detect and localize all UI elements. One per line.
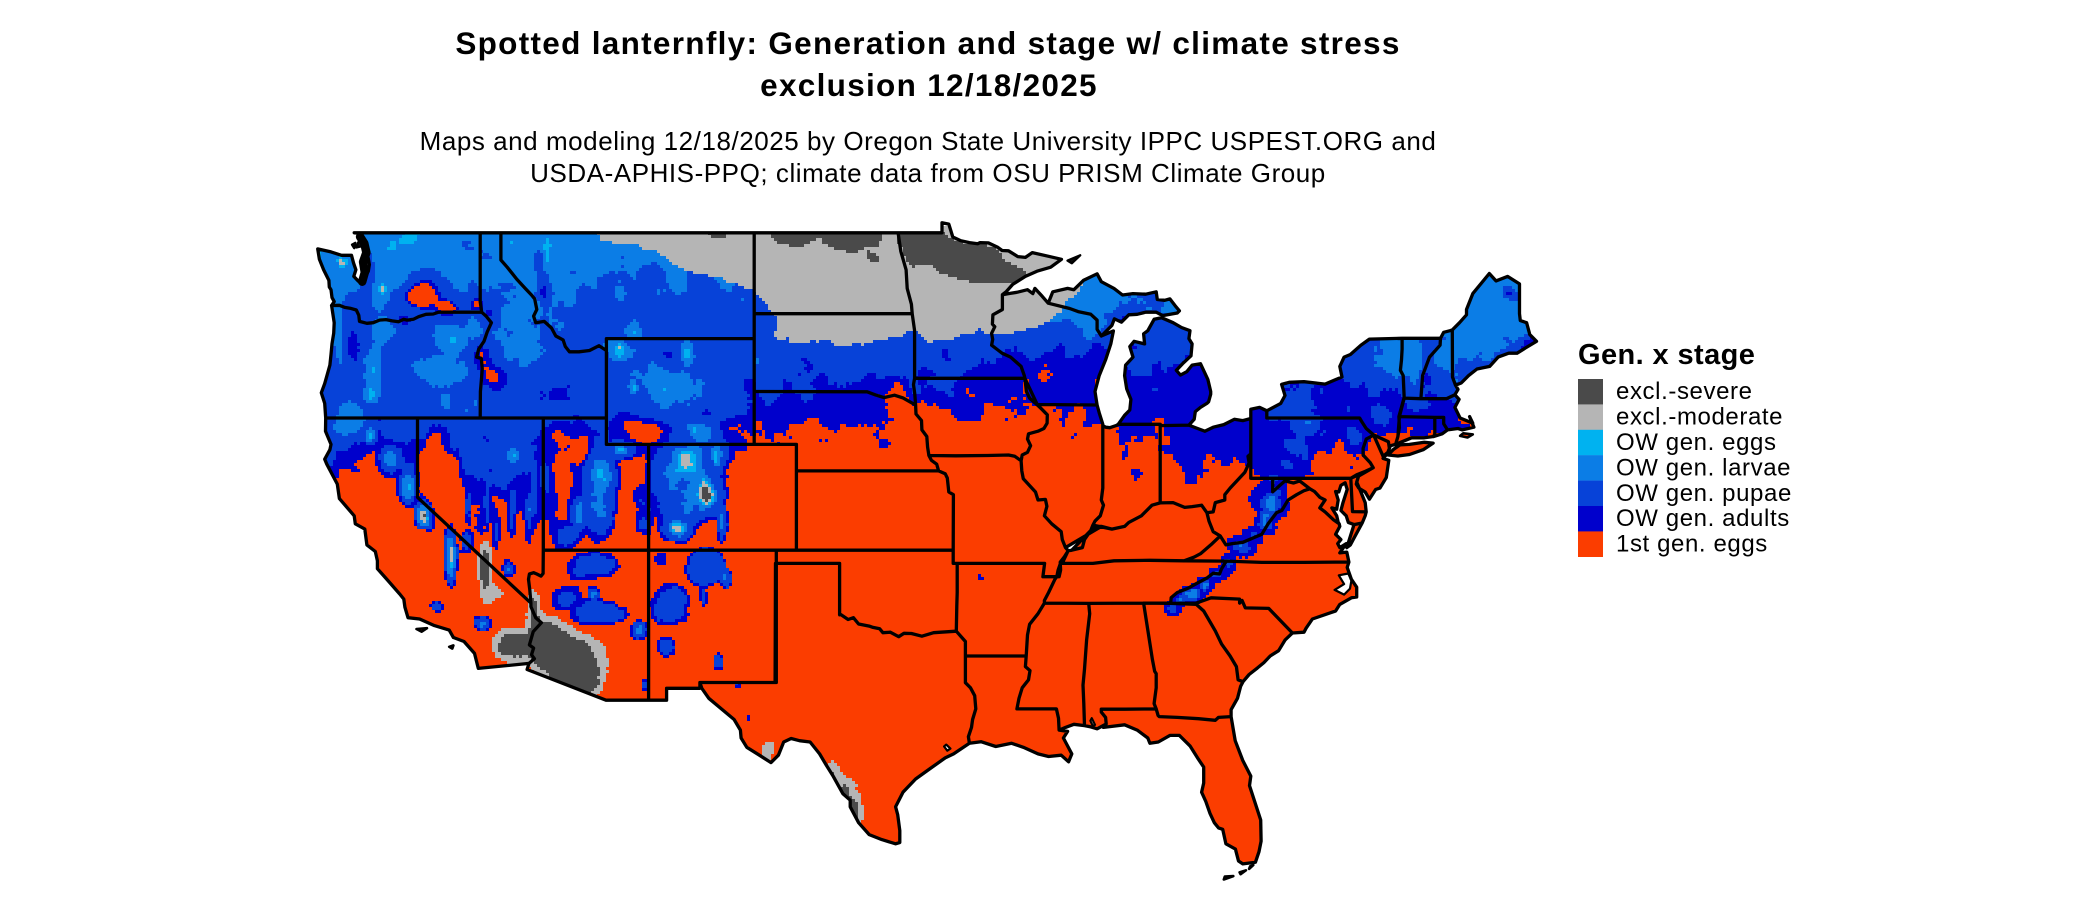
svg-text:Maps and modeling 12/18/2025 b: Maps and modeling 12/18/2025 by Oregon S… bbox=[420, 126, 1437, 156]
svg-text:1st gen. eggs: 1st gen. eggs bbox=[1616, 531, 1768, 558]
svg-text:exclusion 12/18/2025: exclusion 12/18/2025 bbox=[760, 67, 1098, 103]
svg-text:OW gen. adults: OW gen. adults bbox=[1616, 505, 1790, 532]
svg-text:USDA-APHIS-PPQ; climate data f: USDA-APHIS-PPQ; climate data from OSU PR… bbox=[530, 158, 1326, 188]
svg-text:excl.-moderate: excl.-moderate bbox=[1616, 404, 1783, 431]
svg-text:Gen. x stage: Gen. x stage bbox=[1578, 339, 1755, 371]
svg-text:OW gen. pupae: OW gen. pupae bbox=[1616, 480, 1792, 507]
svg-text:excl.-severe: excl.-severe bbox=[1616, 378, 1753, 405]
svg-text:Spotted lanternfly: Generation: Spotted lanternfly: Generation and stage… bbox=[455, 25, 1400, 61]
svg-text:OW gen. eggs: OW gen. eggs bbox=[1616, 429, 1777, 456]
svg-text:OW gen. larvae: OW gen. larvae bbox=[1616, 454, 1791, 481]
